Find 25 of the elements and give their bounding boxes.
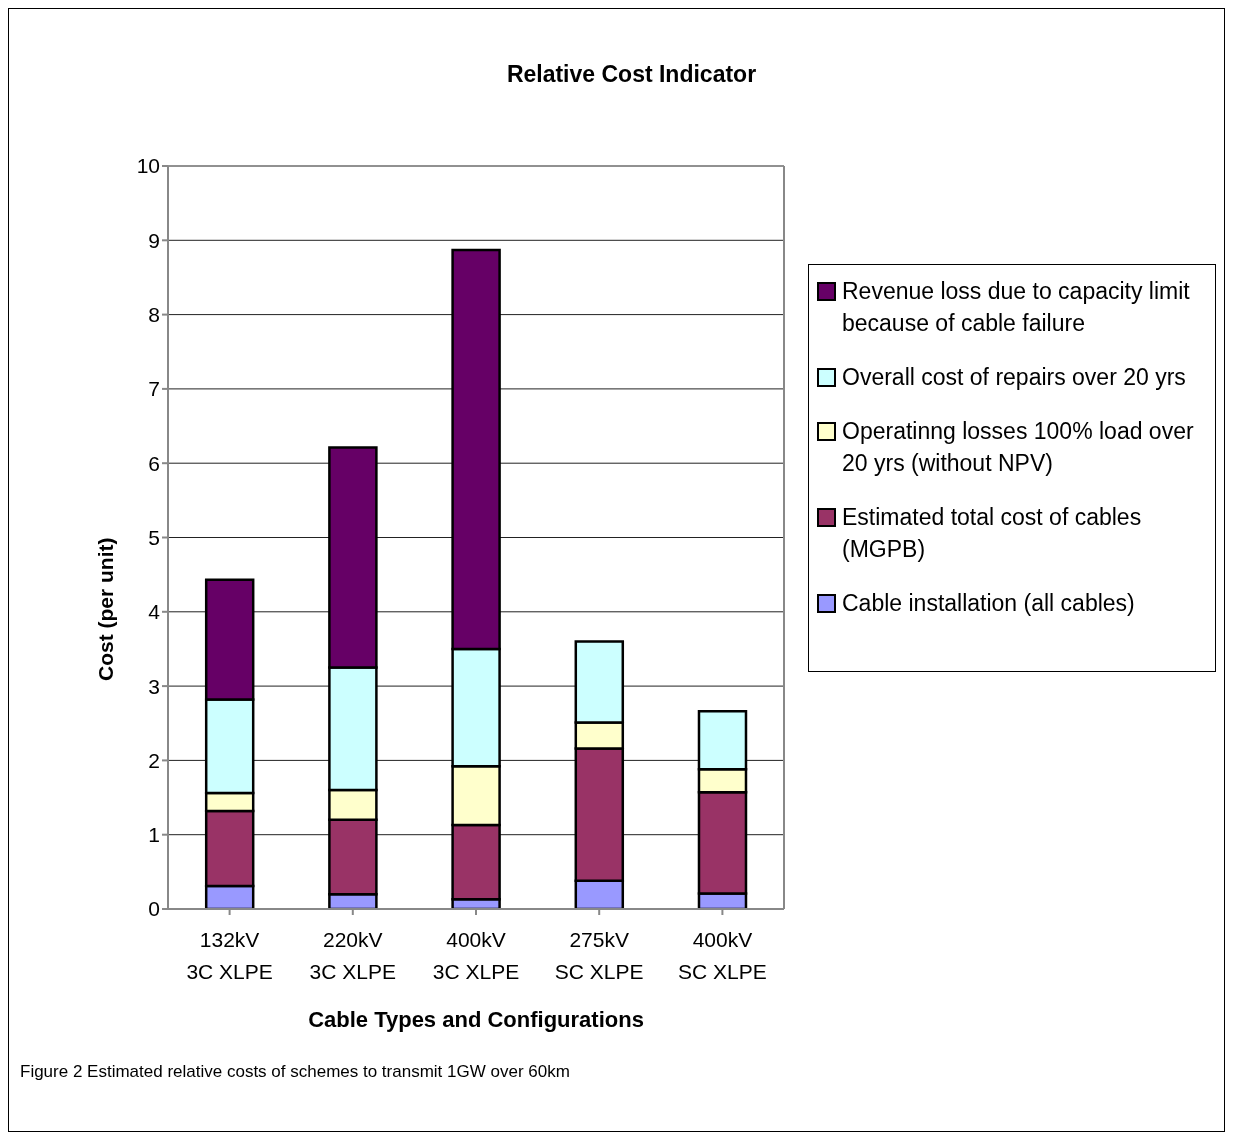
x-tick-label: 220kV 3C XLPE (309, 928, 396, 983)
y-tick-label: 7 (148, 377, 160, 401)
y-tick-label: 4 (148, 600, 161, 624)
legend-label: Overall cost of repairs over 20 yrs (842, 363, 1186, 392)
y-axis-title: Cost (per unit) (94, 537, 118, 681)
legend-label: Cable installation (all cables) (842, 589, 1135, 618)
y-tick-label: 0 (148, 897, 160, 921)
x-axis-title: Cable Types and Configurations (308, 1007, 644, 1032)
x-tick-label: 400kV 3C XLPE (432, 928, 520, 983)
x-tick-label: 400kV SC XLPE (678, 928, 767, 983)
caption: Figure 2 Estimated relative costs of schemes to transmit 1GW over 60km (20, 1062, 570, 1082)
y-tick-label: 1 (148, 823, 160, 847)
y-tick-label: 8 (148, 303, 160, 327)
x-tick-label: 275kV SC XLPE (554, 928, 644, 983)
legend-label: Revenue loss due to capacity limit because of cable failure (842, 277, 1191, 338)
y-tick-label: 6 (148, 451, 160, 475)
y-tick-label: 10 (136, 154, 160, 178)
y-tick-label: 5 (148, 525, 160, 549)
chart-title: Relative Cost Indicator (505, 61, 758, 88)
y-tick-label: 2 (148, 748, 160, 772)
y-tick-label: 9 (148, 228, 160, 252)
legend-label: Estimated total cost of cables (MGPB) (842, 503, 1143, 564)
legend-label: Operatinng losses 100% load over 20 yrs (without NPV) (842, 417, 1195, 478)
y-tick-label: 3 (148, 674, 160, 698)
x-tick-label: 132kV 3C XLPE (186, 928, 273, 983)
